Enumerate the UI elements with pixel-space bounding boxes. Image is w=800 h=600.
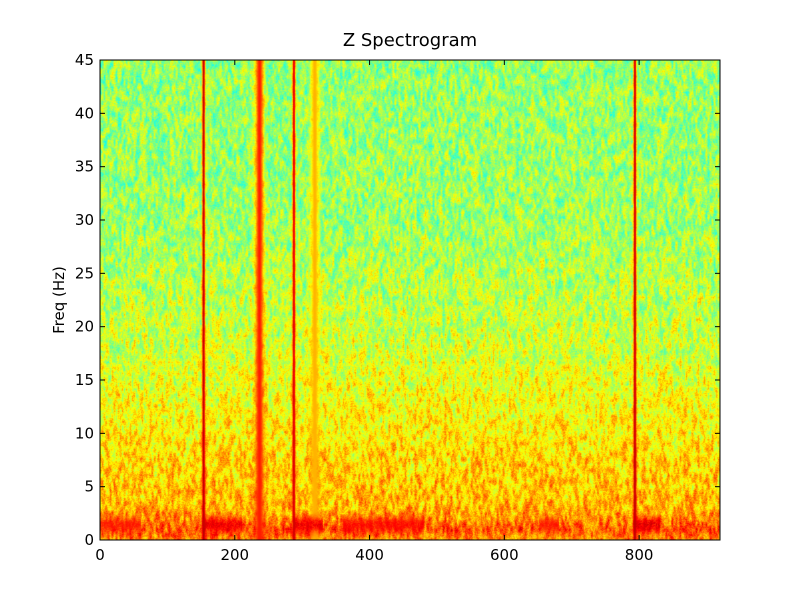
x-axis-ticks: 0 200 400 600 800	[95, 60, 653, 564]
plot-frame	[99, 59, 721, 541]
y-tick-label: 40	[75, 104, 94, 122]
y-axis-label: Freq (Hz)	[50, 266, 68, 334]
y-axis-ticks: 0 5 10 15 20 25 30 35 40 45	[75, 51, 720, 549]
y-tick-label: 5	[84, 478, 94, 496]
y-tick-label: 10	[75, 424, 94, 442]
y-tick-label: 35	[75, 158, 94, 176]
x-tick-label: 0	[95, 546, 105, 564]
y-tick-label: 0	[84, 531, 94, 549]
plot-area	[99, 59, 721, 541]
x-tick-label: 800	[625, 546, 654, 564]
y-tick-label: 45	[75, 51, 94, 69]
x-tick-label: 400	[355, 546, 384, 564]
y-tick-label: 20	[75, 318, 94, 336]
spectrogram-heatmap	[100, 60, 720, 540]
y-tick-label: 30	[75, 211, 94, 229]
chart-title: Z Spectrogram	[343, 30, 477, 51]
x-tick-label: 600	[490, 546, 519, 564]
y-tick-label: 25	[75, 264, 94, 282]
y-tick-label: 15	[75, 371, 94, 389]
x-tick-label: 200	[220, 546, 249, 564]
